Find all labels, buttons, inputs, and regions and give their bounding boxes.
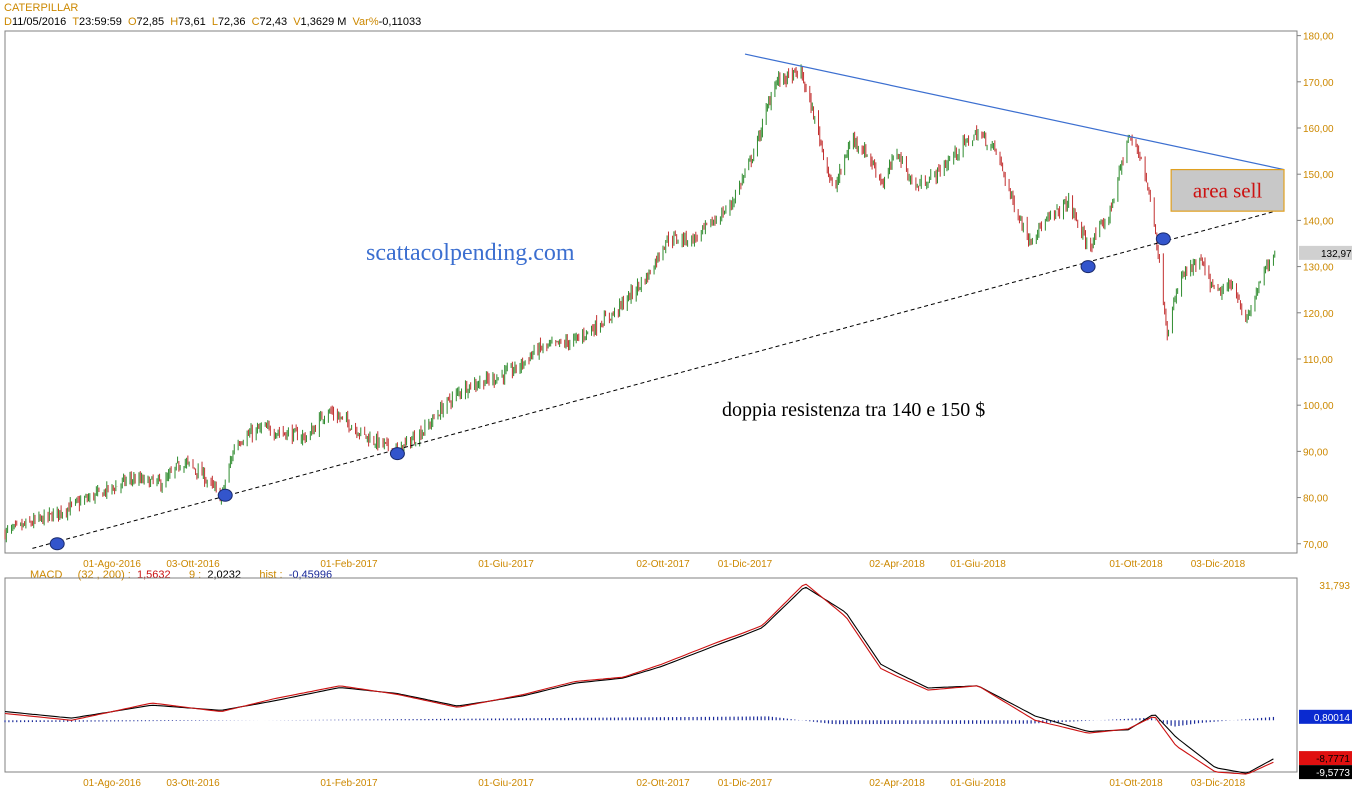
y-tick-label: 150,00 (1303, 170, 1334, 181)
macd-value-badge (1299, 765, 1352, 780)
support-touch-marker (49, 537, 65, 551)
last-price-badge (1299, 245, 1352, 260)
macd-value-badge (1299, 751, 1352, 766)
macd-y-label: 0,80014 (1314, 713, 1351, 724)
area-sell-box (1170, 168, 1285, 212)
x-tick-label: 01-Giu-2017 (478, 778, 534, 789)
x-tick-label: 03-Dic-2018 (1191, 778, 1246, 789)
y-tick-label: 90,00 (1303, 447, 1328, 458)
macd-value-badge (1299, 709, 1352, 724)
y-tick-label: 80,00 (1303, 494, 1328, 505)
area-sell-label: area sell (1193, 178, 1263, 202)
x-tick-label: 01-Ago-2016 (83, 778, 141, 789)
y-tick-label: 70,00 (1303, 540, 1328, 551)
x-tick-label: 03-Dic-2018 (1191, 559, 1246, 570)
info-key: L (211, 16, 218, 28)
ohlc-info-row: D11/05/2016 T23:59:59 O72,85 H73,61 L72,… (4, 16, 427, 28)
info-key: V (293, 16, 301, 28)
axes-layer: 180,00 170,00 160,00 150,00 140,00 130,00 120,… (83, 32, 1352, 789)
macd-layer (4, 583, 1275, 775)
info-key: O (127, 16, 137, 28)
support-touch-marker (389, 447, 405, 461)
last-price-label: 132,97 (1321, 249, 1352, 260)
x-tick-label: 01-Feb-2017 (320, 778, 378, 789)
x-tick-label: 02-Apr-2018 (869, 778, 925, 789)
x-tick-label: 02-Ott-2017 (636, 778, 690, 789)
y-tick-label: 100,00 (1303, 401, 1334, 412)
y-tick-label: 140,00 (1303, 216, 1334, 227)
macd-y-label: -9,5773 (1316, 768, 1350, 779)
x-tick-label: 01-Ott-2018 (1109, 778, 1163, 789)
y-tick-label: 170,00 (1303, 78, 1334, 89)
info-key: T (72, 16, 80, 28)
x-tick-label: 02-Ott-2017 (636, 559, 690, 570)
info-value: 72,85 (136, 16, 168, 28)
x-tick-label: 01-Dic-2017 (718, 559, 773, 570)
y-tick-label: 130,00 (1303, 263, 1334, 274)
info-key: H (170, 16, 179, 28)
candles-layer (4, 64, 1276, 543)
price-panel-frame (4, 30, 1298, 554)
y-tick-label: 160,00 (1303, 124, 1334, 135)
resistance-note: doppia resistenza tra 140 e 150 $ (722, 399, 985, 421)
info-value: 72,36 (217, 16, 249, 28)
support-touch-marker (1080, 260, 1096, 274)
support-trendline (32, 208, 1285, 549)
info-value: 73,61 (178, 16, 209, 28)
y-tick-label: 120,00 (1303, 309, 1334, 320)
info-value: -0,11033 (378, 16, 425, 28)
macd-y-label: 31,793 (1319, 581, 1350, 592)
x-tick-label: 01-Feb-2017 (320, 559, 378, 570)
x-tick-label: 01-Dic-2017 (718, 778, 773, 789)
info-value: 11/05/2016 (11, 16, 70, 28)
x-tick-label: 01-Ago-2016 (83, 559, 141, 570)
x-tick-label: 02-Apr-2018 (869, 559, 925, 570)
x-tick-label: 01-Giu-2018 (950, 778, 1006, 789)
support-touch-marker (217, 488, 233, 502)
y-tick-label: 110,00 (1303, 355, 1333, 366)
resistance-trendline (744, 53, 1285, 171)
signal-line (4, 586, 1274, 774)
y-tick-label: 180,00 (1303, 32, 1334, 43)
x-tick-label: 01-Giu-2017 (478, 559, 534, 570)
info-key: D (4, 16, 12, 28)
symbol-title: CATERPILLAR (4, 2, 79, 14)
x-tick-label: 03-Ott-2016 (166, 778, 220, 789)
macd-y-label: -8,7771 (1316, 754, 1350, 765)
info-value: 23:59:59 (79, 16, 125, 28)
info-key: C (251, 16, 260, 28)
info-value: 72,43 (259, 16, 291, 28)
macd-panel-frame (4, 577, 1298, 773)
x-tick-label: 01-Giu-2018 (950, 559, 1006, 570)
x-tick-label: 03-Ott-2016 (166, 559, 220, 570)
trendlines-layer (32, 53, 1285, 551)
info-key: Var% (352, 16, 379, 28)
x-tick-label: 01-Ott-2018 (1109, 559, 1163, 570)
info-value: 1,3629 M (300, 16, 350, 28)
macd-line (4, 583, 1274, 775)
watermark-text: scattacolpending.com (366, 240, 575, 266)
support-touch-marker (1155, 232, 1171, 246)
